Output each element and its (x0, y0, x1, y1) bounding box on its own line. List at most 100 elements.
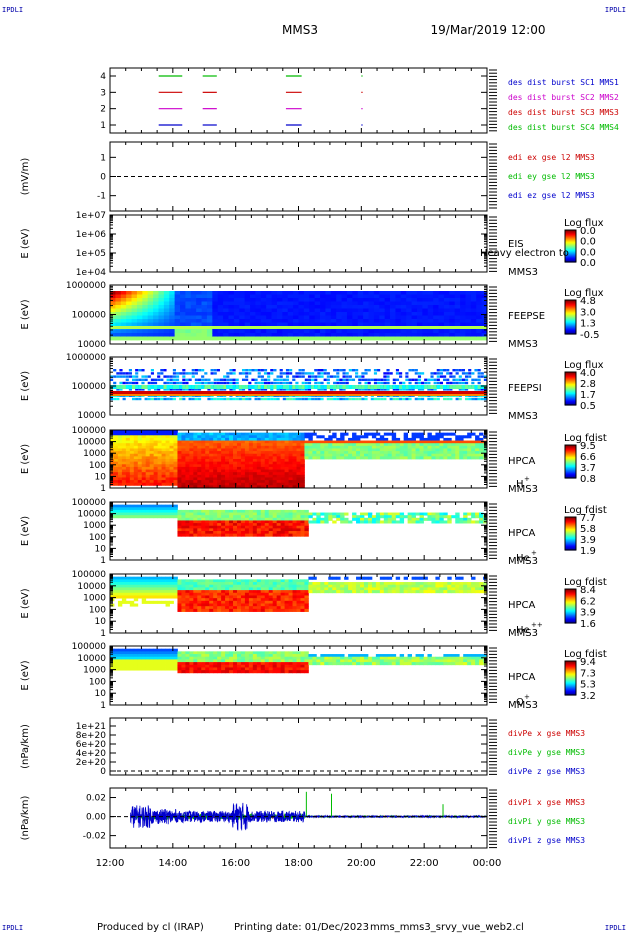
panel-feepse-cell (163, 308, 170, 313)
panel-feepsi-cell (483, 388, 487, 391)
panel-hpca_h-cell (300, 432, 305, 436)
panel-feepse-cell (217, 333, 224, 337)
panel-hpca_h-cell (201, 469, 206, 473)
panel-feepsi-cell (383, 388, 387, 391)
panel-hpca_h-cell (157, 482, 162, 486)
panel-feepse-cell (212, 333, 219, 337)
panel-hpca_h-cell (225, 440, 230, 444)
panel-hpca_h-cell (173, 435, 178, 439)
panel-feepsi-cbar-cell (565, 373, 576, 375)
panel-feepse-cell (465, 333, 472, 337)
panel-feepse-cell (110, 305, 116, 309)
panel-eis-cbar-cell (565, 244, 576, 247)
panel-hpca_h-cell (260, 459, 266, 463)
panel-hpca_h-cell (439, 432, 444, 436)
panel-hpca_h-cell (268, 482, 274, 486)
panel-hpca_h-cell (288, 477, 293, 481)
panel-hpca_h-cell (248, 477, 254, 481)
panel-hpca_he1-cell (360, 517, 365, 521)
panel-feepse-cell (363, 291, 369, 295)
panel-hpca_h-cell (209, 448, 214, 452)
panel-feepsi-cell (125, 378, 129, 381)
panel-hpca_h-cell (431, 445, 436, 449)
panel-hpca_h-cell (304, 443, 309, 447)
panel-feepse-cell (433, 322, 439, 327)
panel-feepse-cell (346, 294, 353, 299)
panel-feepse-cell (325, 319, 332, 323)
panel-hpca_he1-cell (201, 523, 206, 527)
panel-hpca_h-cell (379, 456, 385, 460)
panel-hpca_h-cell (181, 477, 186, 481)
panel-feepse-cell (341, 322, 348, 327)
panel-feepsi-cell (383, 372, 387, 375)
panel-feepsi-ytick-label: 1000000 (66, 353, 106, 363)
panel-hpca_h-cell (221, 466, 226, 470)
panel-feepsi-cell (157, 397, 161, 401)
panel-feepse-cbar-cell (565, 304, 576, 307)
panel-feepsi-cell (465, 388, 469, 391)
panel-hpca_h-cell (348, 440, 353, 444)
panel-hpca_h-cell (304, 453, 309, 457)
panel-feepse-cell (244, 308, 251, 313)
panel-edi-legend-entry: edi ey gse l2 MMS3 (508, 172, 595, 181)
panel-feepse-cell (217, 312, 224, 316)
panel-feepsi-cbar-cell (565, 375, 576, 377)
panel-hpca_h-cell (236, 482, 242, 486)
panel-feepse-cell (282, 301, 289, 306)
panel-feepsi-cell (380, 378, 384, 381)
panel-burst-ytick-label: 1 (100, 121, 106, 131)
panel-hpca_he1-cell (304, 520, 309, 524)
panel-feepsi-cell (446, 369, 450, 372)
panel-feepsi-cell (172, 388, 176, 391)
panel-feepse-cell (266, 322, 272, 327)
panel-hpca_h-cell (371, 432, 377, 436)
panel-feepse-cell (250, 329, 256, 334)
panel-feepse-cell (346, 291, 353, 295)
panel-hpca_h-cell (280, 464, 286, 468)
panel-feepse-cell (217, 301, 224, 306)
panel-hpca_h-cell (300, 477, 305, 481)
panel-hpca_h-cell (352, 432, 357, 436)
panel-hpca_h-cell (328, 448, 333, 452)
panel-feepsi-cell (424, 378, 428, 381)
panel-feepse-cell (470, 301, 477, 306)
panel-hpca_h-cell (300, 448, 305, 452)
panel-hpca_h-cell (209, 445, 214, 449)
panel-hpca_h-cell (181, 435, 186, 439)
panel-feepse-cell (336, 329, 342, 334)
panel-feepse-cell (357, 291, 364, 295)
panel-feepse-cell (110, 308, 116, 313)
panel-hpca_h-cell (463, 435, 468, 439)
panel-hpca_he1-cell (185, 525, 190, 529)
panel-hpca_h-cell (137, 440, 143, 444)
panel-hpca_h-cell (296, 453, 301, 457)
panel-hpca_h-cell (375, 453, 381, 457)
panel-hpca_h-cell (181, 485, 186, 489)
panel-feepse-cell (390, 305, 396, 309)
panel-feepse-cell (314, 291, 321, 295)
panel-hpca_he1-cell (252, 531, 258, 535)
panel-feepse-cell (169, 312, 176, 316)
panel-feepsi-cell (188, 378, 192, 381)
panel-hpca_he1-cell (236, 523, 242, 527)
panel-hpca_h-cell (407, 451, 412, 455)
panel-feepse-cell (379, 315, 386, 320)
panel-hpca_h-cell (173, 437, 178, 441)
panel-feepse-cell (465, 312, 472, 316)
panel-hpca_he1-cell (451, 515, 456, 519)
panel-feepse-cell (250, 333, 256, 337)
panel-hpca_h-cell (324, 453, 329, 457)
panel-hpca_h-cell (324, 437, 329, 441)
panel-feepsi-cell (395, 388, 400, 391)
panel-feepsi-cell (421, 385, 425, 389)
panel-hpca_he1-cell (221, 523, 226, 527)
panel-hpca_h-cell (149, 469, 155, 473)
panel-hpca_h-cell (451, 445, 456, 449)
panel-hpca_h-cell (173, 466, 178, 470)
panel-hpca_h-cell (201, 477, 206, 481)
panel-hpca_he1-cell (419, 520, 424, 524)
panel-feepsi-cell (477, 369, 481, 372)
panel-feepse-cell (244, 329, 251, 334)
panel-feepse-cell (330, 312, 337, 316)
panel-hpca_h-cell (205, 451, 210, 455)
